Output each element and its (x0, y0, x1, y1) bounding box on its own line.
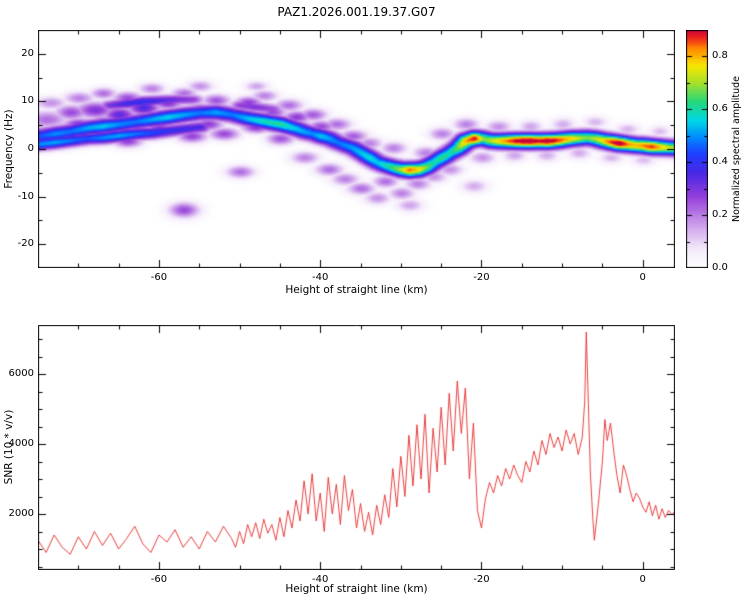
x-tick-label: -20 (473, 574, 490, 585)
colorbar-canvas (686, 30, 708, 268)
colorbar-tick-label: 0.4 (712, 156, 728, 168)
x-tick-label: -60 (150, 272, 168, 283)
spectrogram-canvas (38, 30, 675, 268)
snr-line-canvas (38, 325, 675, 570)
x-tick-label: -20 (473, 272, 490, 283)
y-tick-label: 20 (21, 47, 34, 59)
figure-title: PAZ1.2026.001.19.37.G07 (277, 5, 436, 19)
x-tick-label: 0 (639, 272, 646, 283)
y-tick-label: 0 (27, 143, 34, 154)
x-tick-label: -40 (312, 272, 329, 283)
x-tick-label: 0 (639, 574, 646, 585)
y-tick-label: 10 (21, 95, 34, 107)
colorbar-tick-label: 0.6 (712, 103, 728, 115)
y-tick-label: 6000 (8, 368, 34, 379)
colorbar-tick-label: 0.2 (712, 209, 728, 221)
top-xaxis-label: Height of straight line (km) (285, 284, 428, 296)
y-tick-label: -10 (17, 190, 34, 202)
x-tick-label: -60 (150, 574, 168, 585)
y-tick-label: 2000 (8, 508, 34, 519)
y-tick-label: -20 (17, 238, 34, 250)
bottom-xaxis-label: Height of straight line (km) (285, 583, 428, 595)
colorbar-tick-label: 0.0 (712, 262, 728, 273)
y-tick-label: 4000 (8, 438, 34, 449)
colorbar-label: Normalized spectral amplitude (731, 75, 742, 223)
x-tick-label: -40 (312, 574, 329, 585)
colorbar-tick-label: 0.8 (712, 50, 728, 62)
